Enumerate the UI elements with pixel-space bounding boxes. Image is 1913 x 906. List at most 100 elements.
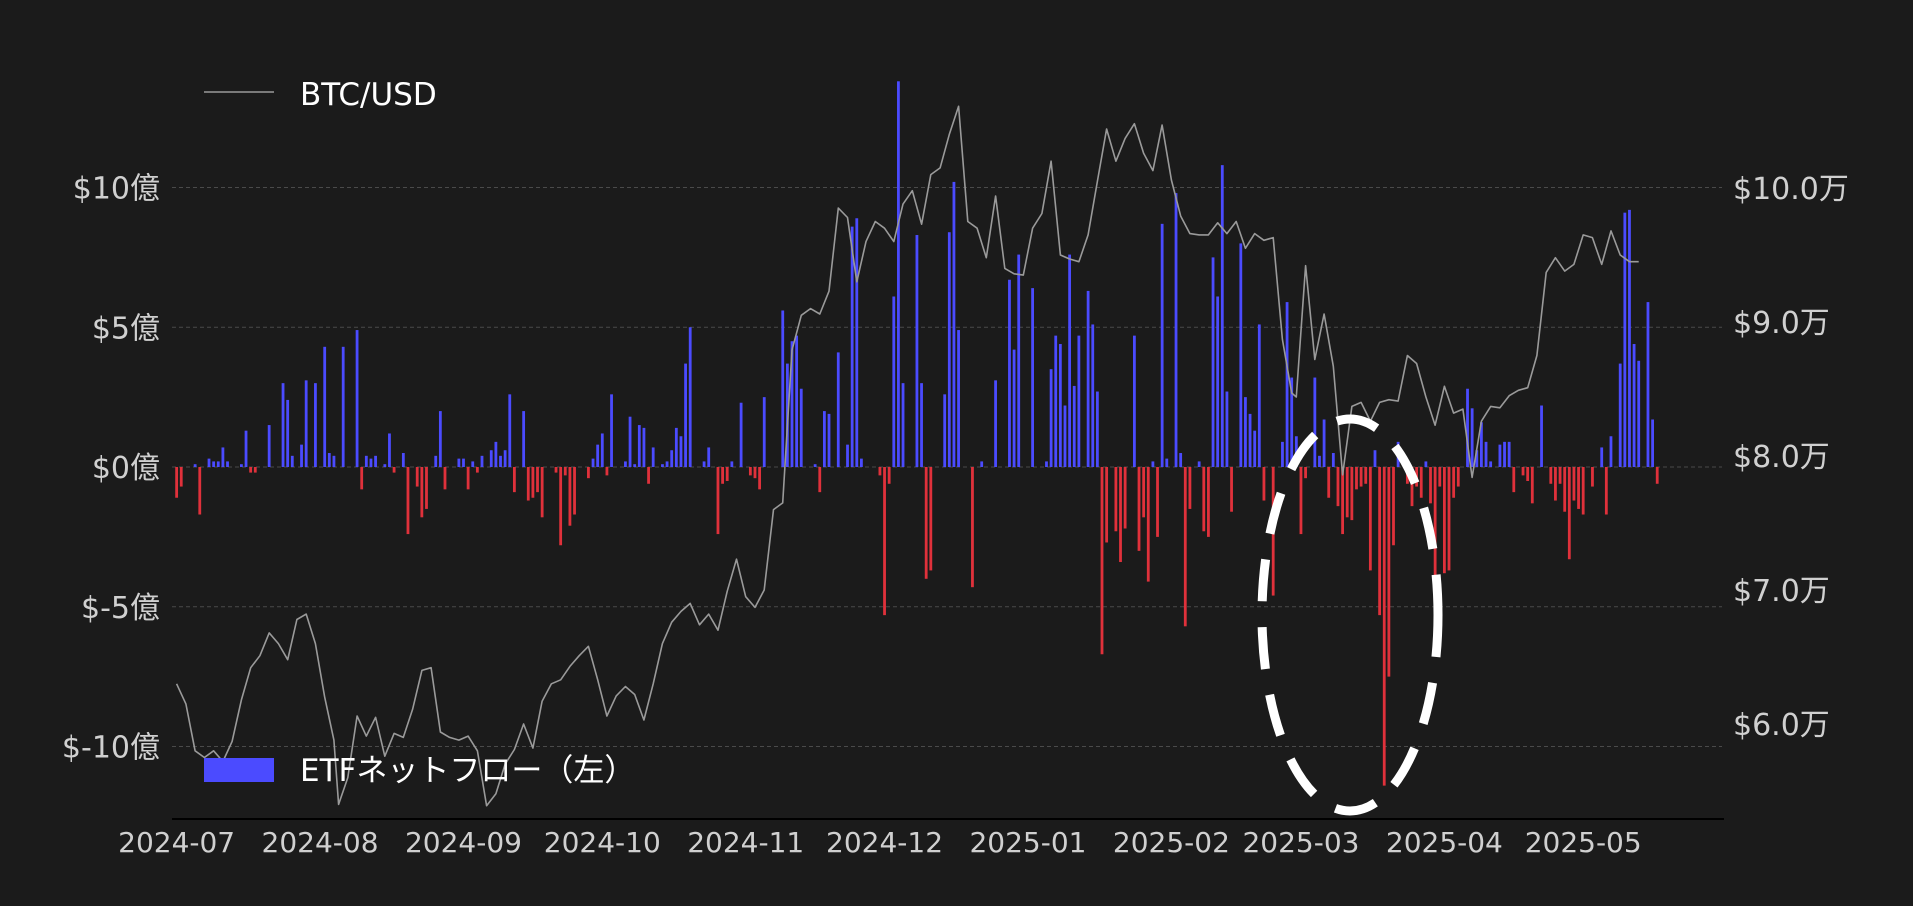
inflow-bar <box>1253 430 1257 467</box>
outflow-bar <box>1452 467 1456 498</box>
outflow-bar <box>540 467 544 518</box>
outflow-bar <box>559 467 563 546</box>
outflow-bar <box>443 467 447 490</box>
inflow-bar <box>1072 385 1076 467</box>
outflow-bar <box>1262 467 1266 501</box>
highlight-ellipse <box>1257 414 1443 816</box>
right-tick-label: $7.0万 <box>1733 574 1830 609</box>
inflow-bar <box>462 458 465 467</box>
right-axis-tick-labels: $10.0万 $9.0万 $8.0万 $7.0万 $6.0万 <box>1733 172 1849 743</box>
inflow-bar <box>1239 243 1243 467</box>
x-tick-label: 2025-02 <box>1113 826 1230 859</box>
inflow-bar <box>314 383 317 467</box>
inflow-bar <box>1609 436 1613 467</box>
inflow-bar <box>1646 302 1650 467</box>
inflow-bar <box>327 453 331 467</box>
inflow-bar <box>957 330 960 467</box>
inflow-bar <box>1086 290 1090 467</box>
inflow-bar <box>374 455 377 467</box>
outflow-bar <box>1299 467 1303 535</box>
outflow-bar <box>1359 467 1363 487</box>
inflow-bar <box>193 464 197 467</box>
inflow-bar <box>388 433 391 467</box>
outflow-bar <box>526 467 530 501</box>
legend-etf-bar-swatch <box>204 758 274 782</box>
left-tick-label: $10億 <box>73 172 160 207</box>
outflow-bar <box>1327 467 1331 498</box>
inflow-bar <box>1132 335 1136 467</box>
inflow-bar <box>267 425 271 467</box>
outflow-bar <box>475 467 479 473</box>
inflow-bar <box>1651 419 1654 467</box>
x-tick-label: 2025-03 <box>1242 826 1359 859</box>
inflow-bar <box>1031 288 1034 467</box>
inflow-bar <box>332 455 336 467</box>
outflow-bar <box>1429 467 1432 504</box>
outflow-bar <box>1530 467 1534 504</box>
inflow-bar <box>494 441 498 467</box>
right-tick-label: $8.0万 <box>1733 440 1830 475</box>
outflow-bar <box>725 467 729 481</box>
inflow-bar <box>471 461 475 467</box>
outflow-bar <box>1572 467 1576 501</box>
inflow-bar <box>1211 257 1215 468</box>
inflow-bar <box>1600 447 1604 467</box>
inflow-bar <box>596 444 600 467</box>
inflow-bar <box>1248 413 1252 467</box>
inflow-bar <box>1197 461 1201 467</box>
inflow-bar <box>1165 458 1169 467</box>
inflow-bar <box>304 380 308 467</box>
outflow-bar <box>1183 467 1187 627</box>
inflow-bar <box>670 450 674 467</box>
inflow-bar <box>323 346 327 467</box>
inflow-bar <box>591 458 595 467</box>
left-tick-label: $0億 <box>92 451 160 486</box>
inflow-bar <box>790 341 794 467</box>
inflow-bar <box>286 399 290 467</box>
inflow-bar <box>739 402 743 467</box>
outflow-bar <box>1207 467 1210 537</box>
inflow-bar <box>281 383 285 467</box>
inflow-bar <box>1063 405 1067 467</box>
outflow-bar <box>929 467 933 571</box>
etf-flow-bars <box>175 81 1659 786</box>
outflow-bar <box>1156 467 1159 537</box>
outflow-bar <box>1336 467 1340 507</box>
inflow-bar <box>1216 296 1220 467</box>
inflow-bar <box>892 296 896 467</box>
inflow-bar <box>1220 165 1224 467</box>
outflow-bar <box>406 467 410 535</box>
inflow-bar <box>1244 397 1247 468</box>
outflow-bar <box>1549 467 1553 484</box>
outflow-bar <box>924 467 928 579</box>
inflow-bar <box>730 461 734 467</box>
inflow-bar <box>216 461 220 467</box>
right-tick-label: $10.0万 <box>1733 172 1849 207</box>
outflow-bar <box>721 467 724 484</box>
outflow-bar <box>1410 467 1414 507</box>
outflow-bar <box>1526 467 1530 481</box>
outflow-bar <box>253 467 257 473</box>
gridlines <box>172 187 1722 747</box>
inflow-bar <box>688 327 692 467</box>
outflow-bar <box>1350 467 1354 521</box>
inflow-bar <box>637 425 641 467</box>
outflow-bar <box>1577 467 1580 509</box>
outflow-bar <box>573 467 576 515</box>
outflow-bar <box>1581 467 1585 515</box>
outflow-bar <box>1563 467 1567 512</box>
legend-btc-label: BTC/USD <box>300 77 437 113</box>
outflow-bar <box>716 467 720 535</box>
inflow-bar <box>947 232 951 467</box>
outflow-bar <box>1521 467 1525 476</box>
outflow-bar <box>1558 467 1562 484</box>
inflow-bar <box>1281 441 1284 467</box>
outflow-bar <box>1355 467 1358 490</box>
inflow-bar <box>762 397 766 468</box>
right-tick-label: $6.0万 <box>1733 708 1830 743</box>
inflow-bar <box>827 413 831 467</box>
inflow-bar <box>994 380 997 467</box>
inflow-bar <box>600 433 604 467</box>
outflow-bar <box>466 467 470 490</box>
inflow-bar <box>1503 441 1506 467</box>
